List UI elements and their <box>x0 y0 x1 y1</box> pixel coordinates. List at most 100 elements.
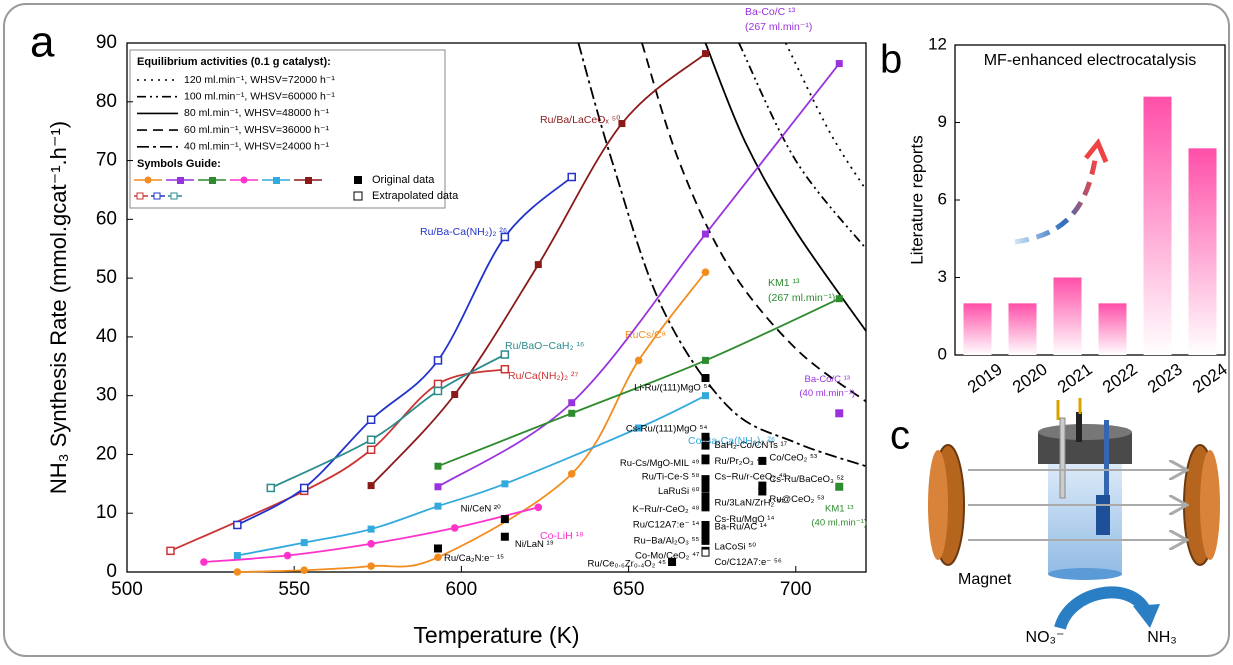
series-label: Ru/Ca(NH₂)₂ ²⁷ <box>508 370 578 382</box>
diagram-label: Magnet <box>958 571 1012 588</box>
diagram-label: NO₃⁻ <box>1026 629 1065 646</box>
equilibrium-curve <box>577 42 867 468</box>
data-point <box>701 268 710 277</box>
series-label: Co/Ba-Ca(NH₂)₂ ²⁶ <box>688 435 775 447</box>
series-label: Ru/Ba-Ca(NH₂)₂ ²⁶ <box>420 226 507 238</box>
data-point <box>433 356 443 365</box>
x-tick-label: 700 <box>780 579 812 600</box>
y-tick-label: 20 <box>96 443 117 464</box>
plot-frame <box>126 42 867 573</box>
series-line <box>437 63 840 488</box>
data-point <box>534 261 542 269</box>
legend-marker <box>354 176 362 184</box>
cell-diagram <box>928 398 1220 631</box>
data-point <box>500 350 510 359</box>
data-point <box>300 539 308 547</box>
y-tick-label: 60 <box>96 208 117 229</box>
series-label: (267 ml.min⁻¹) <box>768 292 835 304</box>
point-label: Ru/Ce₀.₆Zr₀.₄O₂ ⁴⁵ <box>588 559 667 570</box>
data-point <box>500 532 509 541</box>
point-label: BaH₂-Co/CNTs ¹⁷ <box>714 440 787 451</box>
series-line <box>437 297 840 468</box>
data-point <box>567 172 576 182</box>
series-label: (267 ml.min⁻¹) <box>745 21 812 33</box>
point-label: (40 ml.min⁻¹) <box>799 388 855 399</box>
data-point <box>668 558 677 567</box>
y-tick-label: 80 <box>96 91 117 112</box>
y-tick-label: 9 <box>938 112 947 131</box>
data-point <box>266 483 276 493</box>
data-point <box>701 50 709 58</box>
point-label: K−Ru/r-CeO₂ ⁴⁸ <box>633 504 700 515</box>
legend-label: Extrapolated data <box>372 190 459 202</box>
data-point <box>366 445 376 454</box>
series-label: KM1 ¹³ <box>768 277 800 289</box>
data-point <box>300 566 309 575</box>
data-point <box>299 483 309 493</box>
data-point <box>367 562 375 570</box>
point-label: Co/C12A7:e⁻ ⁵⁶ <box>714 557 781 568</box>
data-point <box>501 480 509 488</box>
point-label: Ru@CeO₂ ⁵³ <box>769 494 824 505</box>
legend-label: 40 ml.min⁻¹, WHSV=24000 h⁻¹ <box>184 141 330 153</box>
legend-marker <box>353 191 363 201</box>
point-label: Cs-Ru/MgO ¹⁴ <box>714 514 774 525</box>
bar <box>1143 96 1172 356</box>
series-label: Ru/BaO−CaH₂ ¹⁶ <box>505 340 584 352</box>
data-point <box>233 520 242 530</box>
panel-letter: c <box>890 414 910 458</box>
data-point <box>758 456 767 465</box>
y-axis-title: Literature reports <box>907 135 926 264</box>
data-point <box>701 484 710 493</box>
point-label: Li-Ru/(111)MgO ⁵⁴ <box>634 383 711 394</box>
data-point <box>500 515 509 524</box>
y-tick-label: 12 <box>928 34 947 53</box>
y-tick-label: 40 <box>96 326 117 347</box>
point-label: Ba-Ru/AC ¹⁴ <box>714 522 767 533</box>
point-label: LaRuSi ⁶⁰ <box>658 486 700 497</box>
legend-marker <box>170 192 178 200</box>
y-tick-label: 90 <box>96 32 117 53</box>
point-label: Ba-Co/C ¹³ <box>805 374 850 385</box>
panel-letter: a <box>30 18 55 67</box>
data-point <box>835 482 844 491</box>
chart-title: MF-enhanced electrocatalysis <box>984 52 1197 69</box>
data-point <box>835 60 843 68</box>
series-line <box>270 353 506 489</box>
data-point <box>434 483 442 491</box>
legend-marker <box>209 177 216 184</box>
point-label: Ru-Cs/MgO-MIL ⁴⁹ <box>620 458 700 469</box>
data-point <box>451 390 459 398</box>
data-point <box>367 482 375 490</box>
x-axis-title: Temperature (K) <box>413 622 579 648</box>
bar <box>1098 303 1127 355</box>
data-point <box>233 568 242 576</box>
data-point <box>701 356 709 364</box>
legend-marker <box>273 177 280 184</box>
x-tick-label: 600 <box>446 579 478 600</box>
y-tick-label: 10 <box>96 502 117 523</box>
y-tick-label: 70 <box>96 150 117 171</box>
point-label: Ru/Ca₂N:e⁻ ¹⁵ <box>444 553 504 564</box>
data-point <box>500 232 510 242</box>
point-label: LaCoSi ⁵⁰ <box>714 541 756 552</box>
point-label: Co-Mo/CeO₂ ⁴⁷ <box>635 550 700 561</box>
panel-letter: b <box>880 38 902 82</box>
legend-marker <box>177 177 184 184</box>
equilibrium-curve <box>641 42 867 403</box>
point-label: Ni/CeN ²⁰ <box>461 504 501 515</box>
data-point <box>701 548 710 557</box>
point-label: Ru/C12A7:e⁻ ¹⁴ <box>633 519 700 530</box>
legend-marker <box>240 176 248 184</box>
data-point <box>433 544 442 553</box>
legend-label: 80 ml.min⁻¹, WHSV=48000 h⁻¹ <box>184 107 330 119</box>
legend-marker <box>305 177 312 184</box>
y-axis-title: NH₃ Synthesis Rate (mmol.gcat⁻¹.h⁻¹) <box>46 121 71 494</box>
point-label: Ni/LaN ¹⁹ <box>515 539 554 550</box>
data-point <box>635 424 643 432</box>
data-point <box>701 496 710 505</box>
point-label: Ru−Ba/Al₂O₃ ⁵⁵ <box>634 535 700 546</box>
data-point <box>434 462 442 470</box>
legend-label: Original data <box>372 174 435 186</box>
bar <box>1053 277 1082 355</box>
